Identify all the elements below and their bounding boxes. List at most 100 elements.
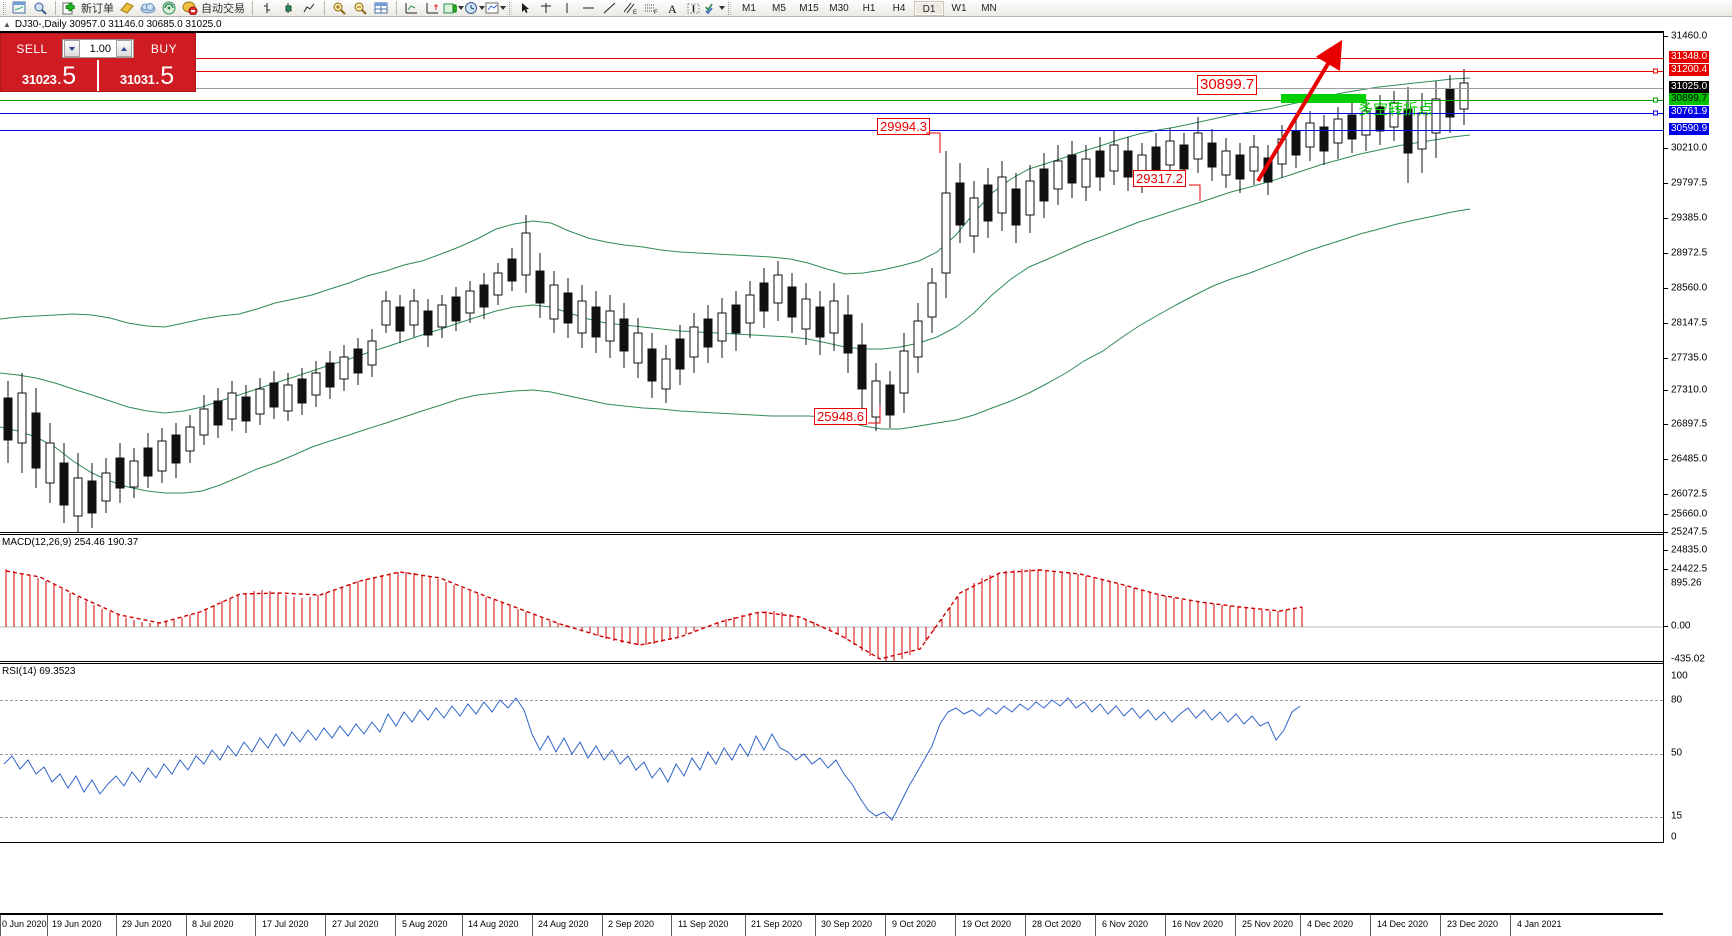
sell-price[interactable]: 31023 . 5 — [1, 60, 97, 91]
support-line-30590[interactable] — [0, 130, 1663, 131]
price-tag-29317[interactable]: 29317.2 — [1133, 170, 1186, 187]
date-divider — [255, 915, 256, 936]
fibonacci-retracement-icon[interactable]: F — [641, 0, 662, 16]
data-window-icon[interactable] — [371, 0, 392, 16]
new-order-button[interactable]: 新订单 — [81, 3, 114, 15]
one-click-trading-panel[interactable]: SELL 1.00 BUY 31023 . 5 31031 . 5 — [0, 33, 196, 92]
tab-timeframe-m1[interactable]: M1 — [742, 2, 756, 14]
macd-pane[interactable]: MACD(12,26,9) 254.46 190.37 — [0, 534, 1663, 662]
date-divider — [671, 915, 672, 936]
crosshair-icon[interactable] — [536, 0, 557, 16]
chart-window-icon[interactable] — [9, 0, 30, 16]
periods-icon[interactable] — [464, 0, 485, 16]
cloud-icon[interactable] — [138, 0, 159, 16]
candlestick-chart-icon[interactable] — [278, 0, 299, 16]
chevron-up-icon — [121, 46, 127, 51]
trade-panel-divider — [97, 60, 99, 91]
rsi-axis-label-50: 50 — [1671, 747, 1683, 759]
date-label-15: 28 Oct 2020 — [1032, 919, 1082, 929]
support-zone-rectangle[interactable] — [1281, 94, 1366, 103]
support-line-30899[interactable] — [0, 100, 1663, 101]
date-label-18: 25 Nov 2020 — [1242, 919, 1294, 929]
volume-input[interactable]: 1.00 — [62, 39, 134, 58]
price-tag-29994[interactable]: 29994.3 — [877, 118, 930, 135]
axis-label-26897: 26897.5 — [1671, 418, 1708, 430]
buy-price[interactable]: 31031 . 5 — [99, 60, 195, 91]
tab-timeframe-h1[interactable]: H1 — [862, 2, 876, 14]
axis-tick — [1664, 288, 1668, 289]
axis-label-24422: 24422.5 — [1671, 563, 1708, 575]
tab-timeframe-m5[interactable]: M5 — [772, 2, 786, 14]
indicators-icon[interactable] — [443, 0, 464, 16]
volume-increase-button[interactable] — [116, 40, 132, 57]
toolbar-grip[interactable] — [728, 1, 731, 15]
axis-label-25660: 25660.0 — [1671, 508, 1708, 520]
rsi-pane[interactable]: RSI(14) 69.3523 — [0, 663, 1663, 843]
magnifier-icon[interactable] — [30, 0, 51, 16]
zoom-out-icon[interactable] — [350, 0, 371, 16]
tab-timeframe-m30[interactable]: M30 — [829, 2, 849, 14]
chevron-down-icon[interactable] — [719, 6, 725, 10]
cursor-icon[interactable] — [515, 0, 536, 16]
toolbar-grip[interactable] — [3, 1, 6, 15]
date-divider — [745, 915, 746, 936]
horizontal-line-icon[interactable] — [578, 0, 599, 16]
tab-timeframe-m15[interactable]: M15 — [799, 2, 819, 14]
level-handle-30761[interactable] — [1653, 110, 1658, 116]
last-price-line-31025 — [0, 88, 1663, 89]
resistance-line-31200[interactable] — [0, 71, 1663, 72]
text-label-icon[interactable] — [683, 0, 704, 16]
new-order-icon[interactable] — [60, 0, 81, 16]
resistance-line-31348[interactable] — [0, 58, 1663, 59]
line-chart-icon[interactable] — [299, 0, 320, 16]
chart-shift-icon[interactable] — [401, 0, 422, 16]
axis-label-31025: 31025.0 — [1669, 81, 1710, 93]
macd-axis-label-min: -435.02 — [1671, 653, 1705, 665]
auto-trading-button[interactable]: 自动交易 — [201, 3, 245, 15]
buy-button[interactable]: BUY — [150, 41, 178, 56]
chevron-down-icon[interactable] — [500, 6, 506, 10]
axis-label-30210: 30210.0 — [1671, 142, 1708, 154]
trendline-icon[interactable] — [599, 0, 620, 16]
price-pane[interactable]: 30899.7 29994.3 29317.2 25948.6 多空转折点 — [0, 31, 1663, 533]
axis-tick — [1664, 253, 1668, 254]
equidistant-channel-icon[interactable]: E — [620, 0, 641, 16]
volume-decrease-button[interactable] — [64, 40, 80, 57]
text-icon[interactable]: A — [662, 0, 683, 16]
axis-label-30899: 30899.7 — [1669, 93, 1710, 105]
tab-timeframe-d1[interactable]: D1 — [914, 0, 944, 16]
chart-area[interactable]: 30899.7 29994.3 29317.2 25948.6 多空转折点 MA… — [0, 31, 1732, 936]
toolbar-separator — [55, 1, 56, 15]
price-axis[interactable]: 31460.0 31348.0 31200.4 31025.0 30899.7 … — [1663, 31, 1732, 843]
axis-tick — [1664, 424, 1668, 425]
toolbar-grip[interactable] — [509, 1, 512, 15]
axis-tick — [1664, 550, 1668, 551]
zoom-in-icon[interactable] — [329, 0, 350, 16]
volume-value[interactable]: 1.00 — [89, 42, 111, 55]
level-handle-31200[interactable] — [1653, 68, 1658, 74]
sell-button[interactable]: SELL — [16, 41, 48, 56]
chevron-down-icon[interactable] — [479, 6, 485, 10]
signals-icon[interactable] — [159, 0, 180, 16]
auto-scroll-icon[interactable] — [422, 0, 443, 16]
expert-advisor-icon[interactable] — [180, 0, 201, 16]
tab-timeframe-mn[interactable]: MN — [981, 2, 997, 14]
axis-label-26485: 26485.0 — [1671, 453, 1708, 465]
level-handle-30899[interactable] — [1653, 97, 1658, 103]
bar-chart-icon[interactable] — [257, 0, 278, 16]
svg-text:A: A — [668, 2, 677, 15]
axis-tick — [1664, 358, 1668, 359]
metaeditor-icon[interactable] — [117, 0, 138, 16]
chevron-down-icon[interactable] — [458, 6, 464, 10]
price-tag-30899[interactable]: 30899.7 — [1197, 75, 1258, 95]
vertical-line-icon[interactable] — [557, 0, 578, 16]
support-line-30761[interactable] — [0, 113, 1663, 114]
price-tag-25948[interactable]: 25948.6 — [814, 408, 867, 425]
tab-timeframe-w1[interactable]: W1 — [951, 2, 967, 14]
sell-price-dot: . — [57, 72, 62, 87]
tab-timeframe-h4[interactable]: H4 — [892, 2, 906, 14]
axis-label-29385: 29385.0 — [1671, 212, 1708, 224]
date-axis[interactable]: 0 Jun 2020 19 Jun 2020 29 Jun 2020 8 Jul… — [0, 913, 1663, 936]
objects-list-icon[interactable] — [704, 0, 725, 16]
templates-icon[interactable] — [485, 0, 506, 16]
